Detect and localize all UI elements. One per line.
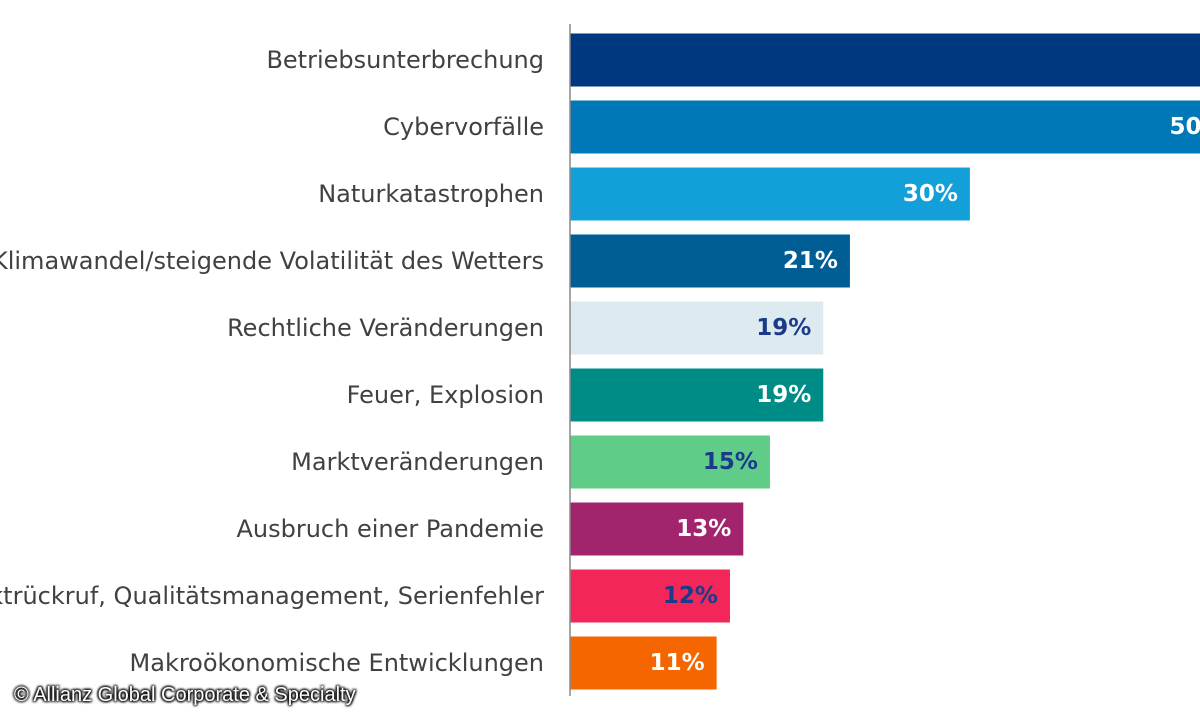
value-label: 19% (756, 315, 811, 341)
bar-7 (570, 435, 770, 489)
value-label: 21% (783, 248, 838, 274)
value-label: 30% (903, 181, 958, 207)
category-label: Rechtliche Veränderungen (227, 314, 544, 342)
bar-6 (570, 368, 824, 422)
bar-3 (570, 167, 970, 221)
bar-1 (570, 33, 1200, 87)
value-label: 15% (703, 449, 758, 475)
value-label: 11% (650, 650, 705, 676)
category-label: Naturkatastrophen (318, 180, 544, 208)
value-label: 13% (676, 516, 731, 542)
value-label: 12% (663, 583, 718, 609)
category-label: Klimawandel/steigende Volatilität des We… (0, 247, 544, 275)
category-label: Makroökonomische Entwicklungen (130, 649, 544, 677)
copyright-credit: © Allianz Global Corporate & Specialty (14, 684, 356, 706)
bar-2 (570, 100, 1200, 154)
value-label: 50% (1169, 114, 1200, 140)
category-label: Ausbruch einer Pandemie (236, 515, 544, 543)
category-label: Marktveränderungen (291, 448, 544, 476)
bar-4 (570, 234, 850, 288)
category-label: Feuer, Explosion (347, 381, 544, 409)
bar-10 (570, 636, 717, 690)
category-label: Betriebsunterbrechung (266, 46, 544, 74)
bar-9 (570, 569, 730, 623)
category-labels-group: Betriebsunterbrechung Cybervorfälle Naturk… (0, 46, 544, 677)
bar-8 (570, 502, 744, 556)
category-label: Cybervorfälle (383, 113, 544, 141)
value-label: 19% (756, 382, 811, 408)
bar-5 (570, 301, 824, 355)
category-label: Produktrückruf, Qualitätsmanagement, Ser… (0, 582, 544, 610)
value-labels-group: 55%50%30%21%19%19%15%13%12%11% (650, 114, 1200, 676)
bars-group (570, 33, 1200, 690)
